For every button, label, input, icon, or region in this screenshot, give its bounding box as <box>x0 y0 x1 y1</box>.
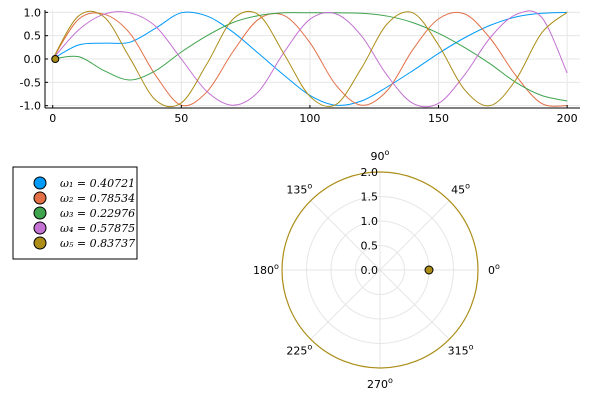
x-tick-label: 0 <box>49 112 56 125</box>
x-tick-label: 150 <box>428 112 449 125</box>
r-tick-label: 0.0 <box>361 264 379 277</box>
line-plot-series <box>52 10 568 108</box>
legend-label-4: ω₄ = 0.57875 <box>60 222 135 235</box>
polar-plot-ticks: 0.0 0.5 1.0 1.5 2.0 0o 45o 90o 135o 180o 225o 270o 3… <box>253 148 500 391</box>
legend-marker-2 <box>33 191 47 205</box>
series-line-2 <box>52 11 568 107</box>
legend-label-1: ω₁ = 0.40721 <box>60 177 135 190</box>
r-tick-label: 1.0 <box>361 215 379 228</box>
legend-label-5: ω₅ = 0.83737 <box>60 237 135 250</box>
polar-plot: 0.0 0.5 1.0 1.5 2.0 0o 45o 90o 135o 180o 225o 270o 3… <box>253 148 500 391</box>
line-plot-start-marker <box>51 55 60 63</box>
legend-label-2: ω₂ = 0.78534 <box>60 192 135 205</box>
x-tick-label: 50 <box>174 112 188 125</box>
legend-marker-3 <box>33 206 47 220</box>
theta-tick-label: 225o <box>286 343 312 358</box>
series-line-4 <box>52 10 568 108</box>
theta-tick-label: 180o <box>253 262 279 277</box>
theta-tick-label: 90o <box>371 148 390 163</box>
polar-spoke <box>379 200 450 271</box>
r-tick-label: 1.5 <box>361 191 379 204</box>
polar-spoke <box>310 200 381 271</box>
theta-tick-label: 0o <box>488 262 500 277</box>
line-plot-ticks: 0 50 100 150 200 -1.0 -0.5 0.0 0.5 1.0 <box>20 6 578 125</box>
series-line-5 <box>52 10 568 108</box>
polar-plot-points <box>424 265 434 275</box>
theta-tick-label: 315o <box>448 343 474 358</box>
x-tick-label: 100 <box>299 112 320 125</box>
legend: ω₁ = 0.40721 ω₂ = 0.78534 ω₃ = 0.22976 ω₄ =… <box>12 166 138 260</box>
x-tick-label: 200 <box>557 112 578 125</box>
polar-point-1 <box>424 265 434 275</box>
series-line-3 <box>52 12 568 102</box>
polar-spoke <box>310 269 381 340</box>
polar-outer-ring <box>281 171 479 369</box>
legend-items: ω₁ = 0.40721 ω₂ = 0.78534 ω₃ = 0.22976 ω₄ =… <box>33 176 135 250</box>
polar-spoke <box>379 269 450 340</box>
y-tick-label: 0.5 <box>24 30 42 43</box>
legend-marker-4 <box>33 221 47 235</box>
line-plot: 0 50 100 150 200 -1.0 -0.5 0.0 0.5 1.0 <box>20 6 580 125</box>
theta-tick-label: 45o <box>451 181 470 196</box>
legend-marker-5 <box>33 236 47 250</box>
y-tick-label: 0.0 <box>24 53 42 66</box>
theta-tick-label: 135o <box>286 181 312 196</box>
r-tick-label: 0.5 <box>361 240 379 253</box>
polar-plot-grid <box>281 171 479 369</box>
y-tick-label: -1.0 <box>20 100 41 113</box>
legend-label-3: ω₃ = 0.22976 <box>60 207 135 220</box>
y-tick-label: 1.0 <box>24 6 42 19</box>
theta-tick-label: 270o <box>367 376 393 391</box>
legend-marker-1 <box>33 176 47 190</box>
y-tick-label: -0.5 <box>20 76 41 89</box>
line-plot-grid <box>45 10 580 108</box>
r-tick-label: 2.0 <box>361 166 379 179</box>
start-point-marker <box>51 55 60 63</box>
